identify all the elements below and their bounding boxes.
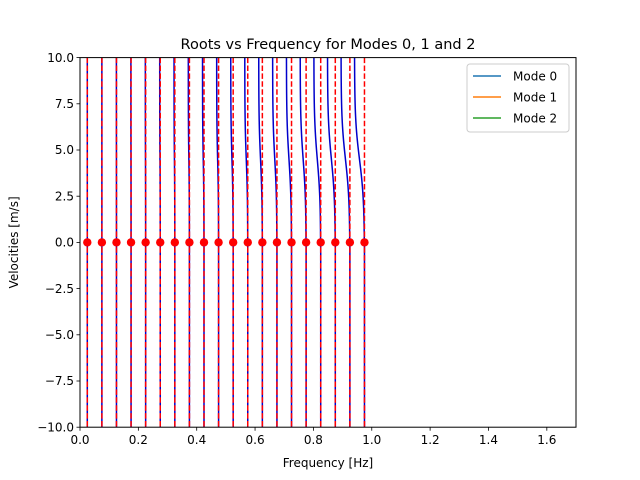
x-tick-label: 0.2 <box>129 433 148 447</box>
y-tick-label: 2.5 <box>55 189 74 203</box>
root-marker <box>360 238 369 247</box>
root-marker <box>243 238 252 247</box>
y-axis-label: Velocities [m/s] <box>7 196 21 288</box>
root-marker <box>97 238 107 247</box>
legend-label: Mode 1 <box>513 90 557 104</box>
root-marker <box>83 238 92 247</box>
chart-title: Roots vs Frequency for Modes 0, 1 and 2 <box>181 37 476 53</box>
legend-label: Mode 0 <box>513 69 557 83</box>
root-marker <box>199 238 209 247</box>
plot-area <box>83 57 369 428</box>
x-axis-label: Frequency [Hz] <box>283 456 374 470</box>
root-marker <box>301 238 311 247</box>
root-marker <box>126 238 136 247</box>
y-tick-label: 7.5 <box>55 97 74 111</box>
x-tick-label: 1.2 <box>421 433 440 447</box>
y-tick-label: 5.0 <box>55 143 74 157</box>
root-marker <box>272 238 282 247</box>
y-axis: −10.0 −7.5 −5.0 −2.5 0.0 2.5 5.0 7.5 10.0 <box>37 51 80 434</box>
root-marker <box>170 238 180 247</box>
x-tick-label: 1.6 <box>537 433 556 447</box>
y-tick-label: 0.0 <box>55 236 74 250</box>
x-tick-label: 0.0 <box>70 433 89 447</box>
y-tick-label: −10.0 <box>37 420 74 434</box>
y-tick-label: −2.5 <box>45 282 74 296</box>
y-tick-label: 10.0 <box>47 51 74 65</box>
root-marker <box>141 238 150 247</box>
root-marker <box>185 238 194 247</box>
x-tick-label: 0.4 <box>187 433 206 447</box>
y-tick-label: −5.0 <box>45 328 74 342</box>
y-tick-label: −7.5 <box>45 374 74 388</box>
root-marker <box>258 238 267 247</box>
x-tick-label: 0.6 <box>246 433 265 447</box>
legend-label: Mode 2 <box>513 111 557 125</box>
root-markers <box>83 238 369 247</box>
root-marker <box>156 238 165 247</box>
root-marker <box>345 238 355 247</box>
x-tick-label: 0.8 <box>304 433 323 447</box>
x-tick-label: 1.0 <box>362 433 381 447</box>
root-marker <box>214 238 223 247</box>
x-axis: 0.0 0.2 0.4 0.6 0.8 1.0 1.2 1.4 1.6 <box>70 427 556 447</box>
root-marker <box>287 238 296 247</box>
legend-box <box>466 63 570 133</box>
root-marker <box>316 238 325 247</box>
root-marker <box>228 238 238 247</box>
root-marker <box>331 238 340 247</box>
legend: Mode 0 Mode 1 Mode 2 <box>466 63 570 133</box>
x-tick-label: 1.4 <box>479 433 498 447</box>
root-marker <box>112 238 121 247</box>
